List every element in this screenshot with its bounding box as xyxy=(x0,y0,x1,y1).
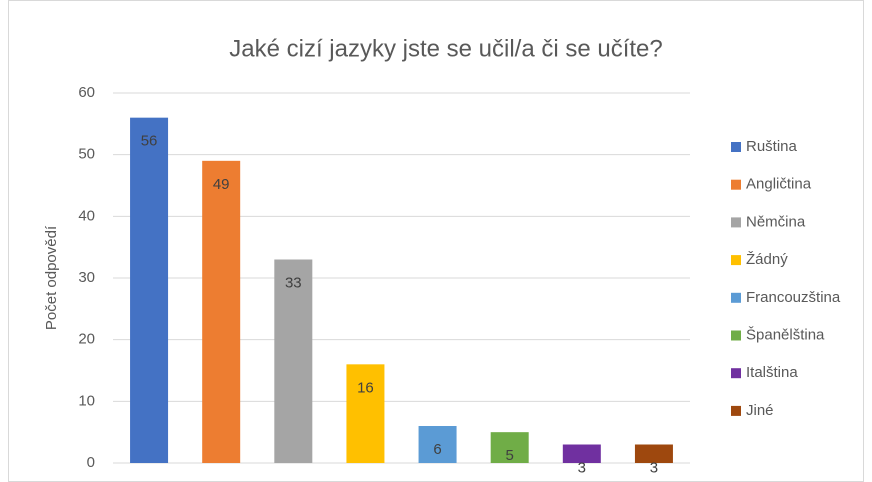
legend-swatch xyxy=(731,292,741,303)
legend-swatch xyxy=(731,255,741,266)
y-tick-label: 60 xyxy=(78,84,95,101)
y-tick-label: 30 xyxy=(78,269,95,286)
data-label: 33 xyxy=(285,274,302,291)
legend-label: Němčina xyxy=(746,213,806,230)
legend-swatch xyxy=(731,142,741,152)
legend-label: Francouzština xyxy=(746,289,841,306)
legend-label: Angličtina xyxy=(746,176,812,193)
data-label: 3 xyxy=(578,459,586,476)
data-label: 6 xyxy=(433,441,441,458)
legend-label: Jiné xyxy=(746,402,774,419)
bar xyxy=(418,426,457,463)
legend-swatch xyxy=(731,330,741,341)
legend-label: Žádný xyxy=(746,251,788,268)
bar xyxy=(274,259,313,463)
bar xyxy=(562,444,601,463)
bar xyxy=(346,364,385,463)
y-tick-label: 40 xyxy=(78,207,95,224)
legend-swatch xyxy=(731,405,741,416)
legend-label: Španělština xyxy=(746,326,825,343)
legend-label: Italština xyxy=(746,364,798,381)
data-label: 49 xyxy=(213,176,230,193)
y-tick-label: 20 xyxy=(78,331,95,348)
y-tick-label: 10 xyxy=(78,392,95,409)
y-tick-label: 50 xyxy=(78,146,95,163)
bar xyxy=(130,117,169,464)
legend-swatch xyxy=(731,179,741,190)
chart-title: Jaké cizí jazyky jste se učil/a či se uč… xyxy=(229,35,663,62)
y-tick-label: 0 xyxy=(87,454,95,471)
y-axis-label: Počet odpovědí xyxy=(43,225,60,330)
bar xyxy=(202,160,241,464)
data-label: 3 xyxy=(650,459,658,476)
data-label: 16 xyxy=(357,379,374,396)
data-label: 5 xyxy=(506,447,514,464)
legend-label: Ruština xyxy=(746,138,798,155)
legend-swatch xyxy=(731,368,741,379)
bar xyxy=(490,432,529,463)
data-label: 56 xyxy=(141,133,158,150)
bar xyxy=(634,444,673,463)
legend-swatch xyxy=(731,217,741,228)
